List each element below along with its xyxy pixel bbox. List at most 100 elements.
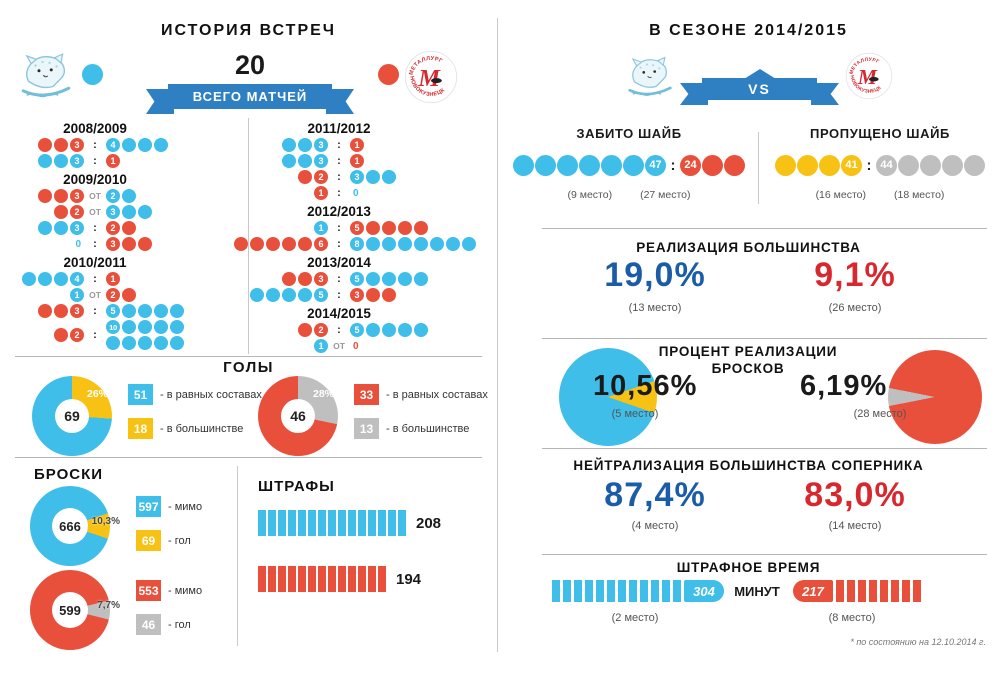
score-circle [446,237,460,251]
score-circle-numbered: 1 [350,138,364,152]
season-heading: 2010/2011 [63,255,127,270]
score-circle-numbered: 2 [70,205,84,219]
score-circle [414,237,428,251]
stat-circle [557,154,578,176]
score-circle-group: 5 [249,287,329,303]
season-heading: 2013/2014 [307,255,371,270]
legend-swatch: 51 [128,384,153,405]
goals-scored-row: 47:24 [505,153,753,177]
metallurg-logo: МЕТАЛЛУРГ НОВОКУЗНЕЦК M [404,50,458,104]
stat-circle [819,154,840,176]
match-score-row: 2 ОТ 3 [5,204,248,220]
match-score-row: 2:5 [249,322,492,338]
rank-label: (4 место) [631,520,679,532]
match-score-row: 5:3 [249,287,492,303]
score-circle-group: 2 [105,188,189,204]
score-circle [282,138,296,152]
legend-item: 46 - гол [136,614,202,635]
score-circle [366,323,380,337]
bar-segment [278,566,286,592]
score-circle-numbered: 2 [314,323,328,337]
slice-percent-label: 7,7% [97,600,120,611]
score-circle-numbered: 5 [314,288,328,302]
score-circle-group: 3 [249,271,329,287]
score-circle-group: 2 [105,287,189,303]
legend-label: - в равных составах [386,388,488,401]
score-separator: : [93,329,97,341]
score-circle [154,336,168,350]
season-heading: 2009/2010 [63,172,127,187]
score-separator: : [337,222,341,234]
score-separator: : [93,273,97,285]
score-separator: : [93,222,97,234]
score-circle-numbered: 4 [70,272,84,286]
score-circle [298,138,312,152]
bar-segment [378,510,386,536]
stat-circle-numbered: 24 [680,154,701,176]
score-circle [122,336,136,350]
stat-circle-group: 44 [876,154,986,176]
score-circle [54,205,68,219]
score-circle [250,237,264,251]
score-circle [382,288,396,302]
bar-segment [338,566,346,592]
score-circle [298,237,312,251]
stat-circle [724,154,745,176]
bar-segment [858,580,866,602]
rank-label: (5 место) [611,408,659,420]
score-circle [382,272,396,286]
rank-label: (2 место) [611,612,659,624]
vs-label: VS [748,81,771,97]
score-colon: : [866,156,872,174]
score-circle-group: 3 [5,303,85,319]
score-circle-numbered: 8 [350,237,364,251]
score-circle [54,221,68,235]
stat-circle-numbered: 47 [645,154,666,176]
bar-segment [348,566,356,592]
ribbon-tail-left [680,83,708,105]
bar-segment [258,566,266,592]
score-circle-numbered: 3 [70,189,84,203]
score-circle [266,288,280,302]
score-circle-group: 1 [249,220,329,236]
score-circle-group: 4 [105,137,189,153]
match-score-row: 3:5 [249,271,492,287]
score-circle [366,288,380,302]
penalties-title: ШТРАФЫ [258,478,335,495]
score-circle [54,328,68,342]
score-circle-group: 1 [349,153,492,169]
score-circle [382,221,396,235]
score-circle-numbered: 1 [106,272,120,286]
match-score-row: 1:0 [249,185,492,201]
bar-segment [368,566,376,592]
score-separator: : [337,139,341,151]
rank-label: (26 место) [828,302,882,314]
legend-label: - гол [168,534,191,547]
rank-label: (27 место) [640,189,691,201]
score-colon: : [670,156,676,174]
score-circle [154,138,168,152]
rank-label: (18 место) [894,189,945,201]
score-zero: 0 [75,238,81,250]
score-circle-group: 3 [5,153,85,169]
score-circle [414,272,428,286]
score-circle-group: 8 [349,236,492,252]
score-circle [106,336,120,350]
bar-segment [552,580,560,602]
bar-segment [640,580,648,602]
score-circle [38,304,52,318]
season-block: 2013/2014 3:5 5:3 [249,255,492,303]
match-score-row: 1 ОТ 0 [249,338,492,354]
score-circle-group: 1 [249,338,329,354]
seasons-history: 2008/2009 3:4 3:1 2009/2010 3 ОТ 2 2 ОТ 3 3:2 0:3 20… [5,118,491,354]
season-block: 2008/2009 3:4 3:1 [5,121,248,169]
score-separator: : [337,289,341,301]
sibir-logo [21,53,71,98]
stat-circle [702,154,723,176]
match-score-row: 1 ОТ 2 [5,287,248,303]
legend-item: 69 - гол [136,530,202,551]
score-circle [170,304,184,318]
bar-segment [574,580,582,602]
match-score-row: 3 ОТ 2 [5,188,248,204]
bar-segment [358,510,366,536]
